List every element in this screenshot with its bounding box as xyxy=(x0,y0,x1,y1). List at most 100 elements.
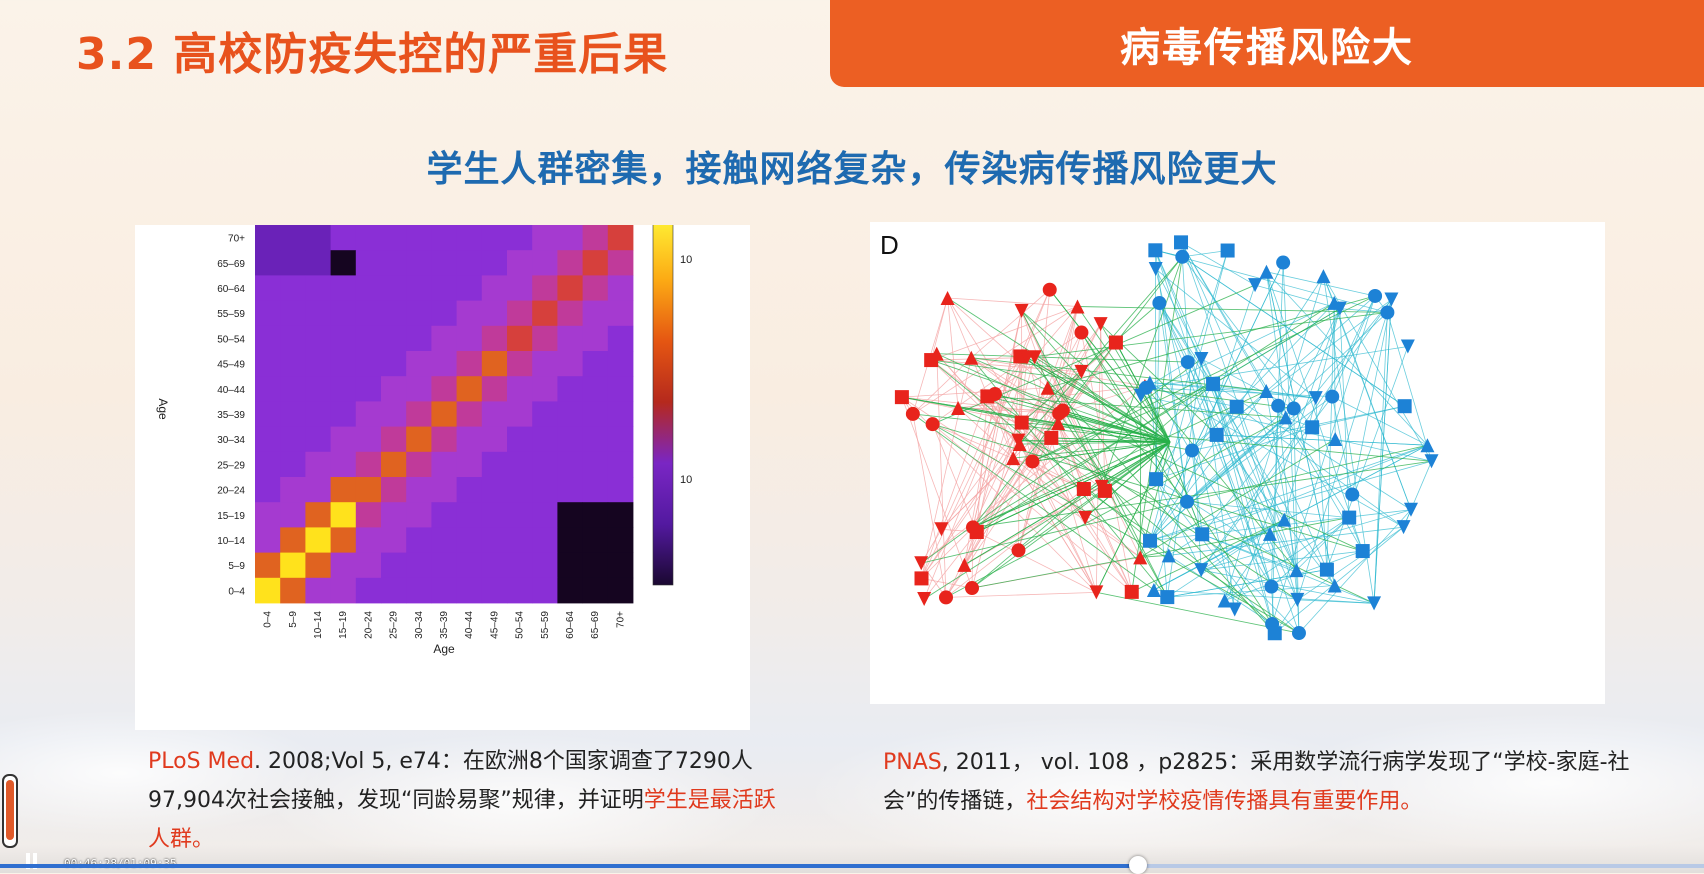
y-tick-label: 45–49 xyxy=(217,360,245,371)
network-figure: D xyxy=(870,222,1605,704)
x-tick-label: 70+ xyxy=(615,611,626,628)
heatmap-cell xyxy=(406,250,432,276)
node-triangle-down xyxy=(1397,520,1411,534)
heatmap-cell xyxy=(356,326,382,352)
heatmap-cell xyxy=(255,477,281,503)
heatmap-cell xyxy=(305,301,331,327)
heatmap-cell xyxy=(532,527,558,553)
heatmap-cell xyxy=(356,250,382,276)
heatmap-cell xyxy=(305,527,331,553)
heatmap-cell xyxy=(406,427,432,453)
heatmap-cell xyxy=(331,477,357,503)
heatmap-cell xyxy=(356,527,382,553)
edge-school xyxy=(971,290,1049,358)
heatmap-cell xyxy=(482,527,508,553)
heatmap-cell xyxy=(608,250,634,276)
heatmap-cell xyxy=(431,301,457,327)
heatmap-cell xyxy=(305,502,331,528)
heatmap-cell xyxy=(431,502,457,528)
heatmap-cell xyxy=(457,225,483,251)
heatmap-cell xyxy=(507,477,533,503)
heatmap-cell xyxy=(482,376,508,402)
heatmap-cell xyxy=(608,477,634,503)
heatmap-cell xyxy=(381,527,407,553)
heatmap-cell xyxy=(507,578,533,604)
heatmap-cell xyxy=(583,250,609,276)
heatmap-cell xyxy=(608,527,634,553)
heatmap-cell xyxy=(482,477,508,503)
heatmap-cell xyxy=(557,527,583,553)
right-caption: PNAS, 2011， vol. 108 ，p2825：采用数学流行病学发现了“… xyxy=(883,743,1643,821)
heatmap-cell xyxy=(280,502,306,528)
progress-fill xyxy=(0,864,1138,868)
heatmap-cell xyxy=(356,275,382,301)
colorbar xyxy=(653,225,673,585)
heatmap-cell xyxy=(255,553,281,579)
node-square xyxy=(1148,243,1162,257)
y-tick-label: 60–64 xyxy=(217,284,245,295)
heatmap-cell xyxy=(532,477,558,503)
heatmap-cell xyxy=(482,452,508,478)
heatmap-cell xyxy=(255,502,281,528)
x-tick-label: 45–49 xyxy=(489,611,500,639)
heatmap-cell xyxy=(457,250,483,276)
heatmap-cell xyxy=(557,477,583,503)
heatmap-cell xyxy=(457,275,483,301)
heatmap-cell xyxy=(305,225,331,251)
node-triangle-down xyxy=(1309,391,1323,405)
network-edges xyxy=(902,242,1432,633)
heatmap-cell xyxy=(431,527,457,553)
heatmap-cell xyxy=(482,275,508,301)
heatmap-cell xyxy=(557,326,583,352)
panel-label: D xyxy=(880,230,899,260)
edge-society xyxy=(1155,250,1156,479)
heatmap-cell xyxy=(482,578,508,604)
heatmap-cell xyxy=(557,351,583,377)
edge-school xyxy=(977,532,1097,592)
node-square xyxy=(895,390,909,404)
x-tick-label: 20–24 xyxy=(363,611,374,639)
heatmap-cell xyxy=(255,275,281,301)
heatmap-cell xyxy=(381,427,407,453)
heatmap-cell xyxy=(583,477,609,503)
node-square xyxy=(1195,527,1209,541)
heatmap-cell xyxy=(331,351,357,377)
heatmap-cell xyxy=(356,578,382,604)
heatmap-cell xyxy=(305,275,331,301)
heatmap-cell xyxy=(507,250,533,276)
heatmap-cell xyxy=(255,427,281,453)
heatmap-cell xyxy=(381,401,407,427)
side-scroll-handle[interactable] xyxy=(2,774,18,848)
edge-school xyxy=(948,298,1078,306)
slide-title: 3.2 高校防疫失控的严重后果 xyxy=(76,18,668,82)
heatmap-cell xyxy=(255,401,281,427)
heatmap-cell xyxy=(583,578,609,604)
y-tick-label: 65–69 xyxy=(217,259,245,270)
heatmap-cell xyxy=(406,578,432,604)
x-tick-label: 50–54 xyxy=(515,611,526,639)
heatmap-cell xyxy=(305,452,331,478)
heatmap-cell xyxy=(305,401,331,427)
heatmap-cell xyxy=(608,427,634,453)
node-circle xyxy=(1175,250,1189,264)
y-tick-label: 50–54 xyxy=(217,334,245,345)
node-square xyxy=(1044,431,1058,445)
node-square xyxy=(1320,563,1334,577)
heatmap-cell xyxy=(608,301,634,327)
heatmap-cell xyxy=(557,376,583,402)
heatmap-cell xyxy=(507,351,533,377)
heatmap-cell xyxy=(331,578,357,604)
heatmap-cell xyxy=(305,427,331,453)
heatmap-cell xyxy=(608,553,634,579)
node-circle xyxy=(1043,283,1057,297)
banner: 病毒传播风险大 xyxy=(830,0,1704,87)
heatmap-cell xyxy=(255,225,281,251)
heatmap-cell xyxy=(583,301,609,327)
heatmap-cell xyxy=(608,452,634,478)
node-square xyxy=(1077,482,1091,496)
edge-school xyxy=(948,298,959,408)
heatmap-cell xyxy=(457,376,483,402)
heatmap-cell xyxy=(356,502,382,528)
